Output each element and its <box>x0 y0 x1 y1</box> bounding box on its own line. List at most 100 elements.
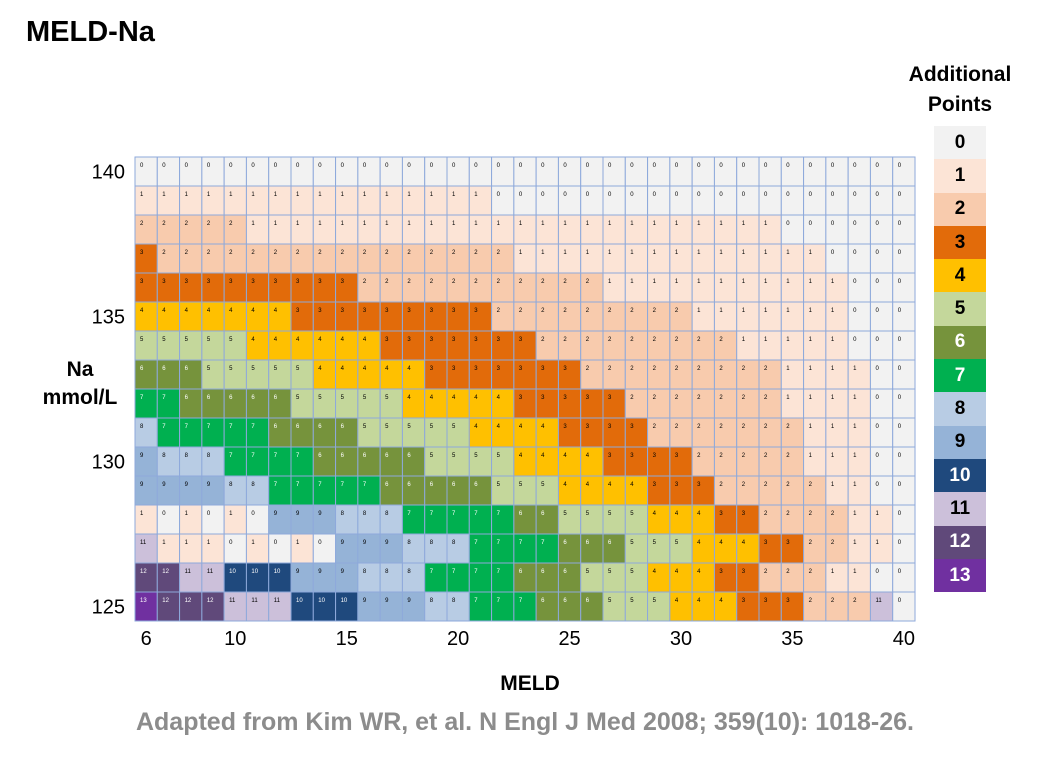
cell-label: 2 <box>474 250 478 256</box>
x-tick-label: 35 <box>781 628 803 650</box>
heatmap-cell <box>691 417 715 448</box>
heatmap-cell <box>580 214 604 245</box>
cell-label: 0 <box>898 221 902 227</box>
cell-label: 1 <box>764 250 768 256</box>
heatmap-cell <box>803 388 827 419</box>
cell-label: 9 <box>140 453 144 459</box>
heatmap-cell <box>201 388 225 419</box>
heatmap-cell <box>468 475 493 506</box>
heatmap-cell <box>580 156 604 187</box>
cell-label: 0 <box>764 192 768 198</box>
heatmap-cell <box>580 330 604 361</box>
heatmap-cell <box>825 214 849 245</box>
cell-label: 11 <box>185 569 192 575</box>
heatmap-cell <box>290 388 314 419</box>
cell-label: 1 <box>831 337 835 343</box>
heatmap-cell <box>557 214 582 245</box>
cell-label: 1 <box>853 395 857 401</box>
cell-label: 6 <box>563 540 567 546</box>
y-tick-label: 140 <box>92 162 125 184</box>
cell-label: 5 <box>385 395 389 401</box>
cell-label: 4 <box>318 366 322 372</box>
heatmap-cell <box>290 533 314 564</box>
heatmap-cell <box>379 562 403 593</box>
heatmap-cell <box>803 243 827 274</box>
cell-label: 0 <box>831 250 835 256</box>
cell-label: 1 <box>363 192 367 198</box>
heatmap-cell <box>201 272 225 303</box>
cell-label: 3 <box>341 308 345 314</box>
heatmap-cell <box>691 185 715 216</box>
heatmap-cell <box>691 214 715 245</box>
source-citation: Adapted from Kim WR, et al. N Engl J Med… <box>135 708 914 736</box>
heatmap-cell <box>624 533 649 564</box>
heatmap-cell <box>803 533 827 564</box>
heatmap-cell <box>713 359 738 390</box>
heatmap-cell <box>847 591 871 622</box>
cell-label: 3 <box>274 279 278 285</box>
cell-label: 1 <box>853 424 857 430</box>
heatmap-cell <box>535 591 559 622</box>
heatmap-cell <box>134 475 158 506</box>
heatmap-cell <box>290 562 314 593</box>
heatmap-cell <box>736 504 760 535</box>
heatmap-cell <box>335 272 359 303</box>
heatmap-cell <box>468 533 493 564</box>
cell-label: 8 <box>430 540 434 546</box>
heatmap-cell <box>847 330 871 361</box>
cell-label: 3 <box>185 279 189 285</box>
cell-label: 1 <box>653 250 657 256</box>
heatmap-cell <box>780 214 805 245</box>
heatmap-cell <box>780 562 805 593</box>
heatmap-cell <box>825 533 849 564</box>
heatmap-cell <box>602 475 626 506</box>
cell-label: 0 <box>853 163 857 169</box>
y-tick-label: 135 <box>92 307 125 329</box>
cell-label: 4 <box>719 540 723 546</box>
cell-label: 2 <box>363 279 367 285</box>
heatmap-cell <box>468 591 493 622</box>
heatmap-cell <box>780 272 805 303</box>
cell-label: 4 <box>586 482 590 488</box>
heatmap-cell <box>201 330 225 361</box>
heatmap-cell <box>468 156 493 187</box>
heatmap-cell <box>245 417 270 448</box>
heatmap-cell <box>268 301 292 332</box>
heatmap-cell <box>312 591 337 622</box>
heatmap-cell <box>803 301 827 332</box>
cell-label: 4 <box>541 453 545 459</box>
heatmap-cell <box>803 272 827 303</box>
cell-label: 3 <box>675 453 679 459</box>
cell-label: 1 <box>831 569 835 575</box>
cell-label: 5 <box>541 482 545 488</box>
heatmap-cell <box>602 156 626 187</box>
cell-label: 7 <box>497 540 501 546</box>
heatmap-cell <box>513 272 537 303</box>
heatmap-cell <box>268 330 292 361</box>
cell-label: 0 <box>742 192 746 198</box>
cell-label: 1 <box>251 540 255 546</box>
cell-label: 2 <box>407 279 411 285</box>
cell-label: 2 <box>809 569 813 575</box>
cell-label: 8 <box>363 569 367 575</box>
heatmap-cell <box>379 185 403 216</box>
heatmap-cell <box>491 243 515 274</box>
cell-label: 6 <box>407 482 411 488</box>
cell-label: 4 <box>653 569 657 575</box>
cell-label: 2 <box>586 279 590 285</box>
heatmap-cell <box>245 475 270 506</box>
heatmap-cell <box>468 185 493 216</box>
legend-item: 6 <box>934 325 986 360</box>
cell-label: 7 <box>274 482 278 488</box>
heatmap-cell <box>803 214 827 245</box>
cell-label: 1 <box>140 192 144 198</box>
heatmap-cell <box>602 562 626 593</box>
heatmap-cell <box>557 185 582 216</box>
cell-label: 9 <box>407 598 411 604</box>
x-tick-label: 30 <box>670 628 692 650</box>
heatmap-cell <box>847 475 871 506</box>
cell-label: 3 <box>296 279 300 285</box>
cell-label: 2 <box>162 250 166 256</box>
cell-label: 0 <box>140 163 144 169</box>
cell-label: 3 <box>519 395 523 401</box>
